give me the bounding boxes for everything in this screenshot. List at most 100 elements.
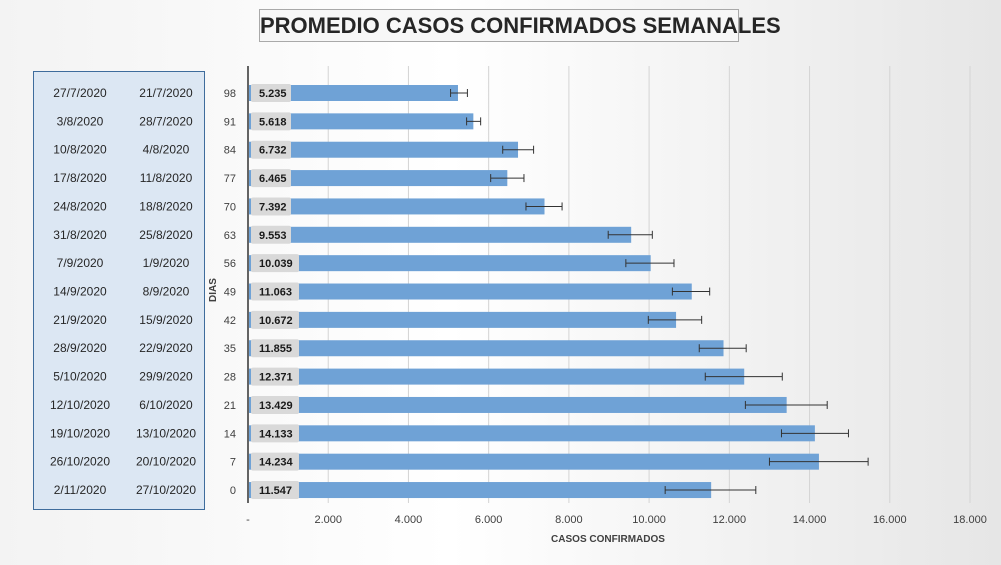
week-start-date: 1/9/2020 (143, 256, 190, 270)
week-start-date: 8/9/2020 (143, 285, 190, 299)
week-start-date: 21/7/2020 (139, 86, 193, 100)
week-start-date: 15/9/2020 (139, 313, 193, 327)
x-tick-label: 16.000 (873, 514, 907, 526)
y-tick-label: 56 (224, 258, 236, 270)
bar (249, 340, 724, 357)
y-tick-label: 0 (230, 485, 236, 497)
y-tick-label: 42 (224, 315, 236, 327)
data-label: 5.235 (259, 88, 287, 100)
y-tick-label: 49 (224, 287, 236, 299)
y-tick-label: 7 (230, 457, 236, 469)
week-start-date: 6/10/2020 (139, 398, 193, 412)
week-end-date: 2/11/2020 (54, 483, 107, 497)
y-tick-label: 77 (224, 173, 236, 185)
week-end-date: 14/9/2020 (53, 285, 107, 299)
week-start-date: 25/8/2020 (139, 228, 193, 242)
y-tick-label: 70 (224, 201, 236, 213)
data-label: 6.732 (259, 145, 287, 157)
data-label-box (251, 424, 299, 443)
week-end-date: 5/10/2020 (53, 370, 107, 384)
data-label: 12.371 (259, 372, 293, 384)
bar (249, 396, 787, 413)
data-label-box (251, 452, 299, 471)
week-start-date: 18/8/2020 (139, 199, 193, 213)
week-start-date: 28/7/2020 (139, 114, 193, 128)
data-label-box (251, 282, 299, 301)
data-label: 5.618 (259, 116, 287, 128)
bar (249, 255, 651, 272)
week-end-date: 27/7/2020 (53, 86, 107, 100)
x-tick-label: 4.000 (395, 514, 423, 526)
week-end-date: 7/9/2020 (57, 256, 104, 270)
bar (249, 311, 677, 328)
y-tick-label: 14 (224, 428, 236, 440)
data-label: 10.672 (259, 315, 293, 327)
y-tick-label: 35 (224, 343, 236, 355)
data-label-box (251, 197, 291, 216)
x-tick-label: 14.000 (793, 514, 827, 526)
data-label: 11.063 (259, 287, 292, 299)
x-tick-label: 2.000 (314, 514, 342, 526)
bar (249, 170, 508, 187)
week-start-date: 4/8/2020 (143, 143, 190, 157)
x-tick-label: 12.000 (713, 514, 747, 526)
chart-title: PROMEDIO CASOS CONFIRMADOS SEMANALES (259, 9, 781, 42)
data-label: 11.547 (259, 485, 292, 497)
bar (249, 85, 458, 101)
week-end-date: 12/10/2020 (50, 398, 110, 412)
x-tick-label: 8.000 (555, 514, 583, 526)
y-tick-label: 98 (224, 88, 236, 100)
x-tick-label: 18.000 (953, 514, 987, 526)
week-end-date: 10/8/2020 (53, 143, 107, 157)
data-label-box (251, 395, 299, 414)
data-label: 9.553 (259, 230, 287, 242)
week-start-date: 27/10/2020 (136, 483, 196, 497)
data-label: 10.039 (259, 258, 293, 270)
data-label-box (251, 112, 291, 131)
data-label-box (251, 225, 291, 244)
data-label-box (251, 481, 299, 500)
week-start-date: 22/9/2020 (139, 341, 193, 355)
bar (249, 368, 745, 385)
data-label: 14.133 (259, 428, 293, 440)
data-label-box (251, 367, 299, 386)
data-label-box (251, 169, 291, 188)
week-end-date: 3/8/2020 (57, 114, 104, 128)
y-tick-label: 63 (224, 230, 236, 242)
data-label-box (251, 254, 299, 273)
week-end-date: 26/10/2020 (50, 455, 110, 469)
week-start-date: 29/9/2020 (139, 370, 193, 384)
data-label-box (251, 339, 299, 358)
y-tick-label: 84 (224, 145, 236, 157)
week-end-date: 17/8/2020 (53, 171, 107, 185)
week-end-date: 28/9/2020 (53, 341, 107, 355)
data-label: 13.429 (259, 400, 293, 412)
y-axis-title: DIAS (208, 278, 219, 302)
y-tick-label: 28 (224, 372, 236, 384)
bar (249, 482, 712, 499)
bar (249, 141, 519, 158)
bar (249, 283, 692, 300)
bar (249, 425, 815, 442)
data-label-box (251, 310, 299, 329)
bar (249, 198, 545, 215)
week-end-date: 24/8/2020 (53, 199, 107, 213)
x-tick-label: 10.000 (632, 514, 666, 526)
data-label-box (251, 84, 291, 102)
data-label: 11.855 (259, 343, 292, 355)
data-label: 14.234 (259, 457, 294, 469)
week-start-date: 20/10/2020 (136, 455, 196, 469)
bar (249, 113, 474, 130)
x-tick-label: 6.000 (475, 514, 503, 526)
week-end-date: 31/8/2020 (53, 228, 107, 242)
bar (249, 226, 632, 243)
week-end-date: 19/10/2020 (50, 426, 110, 440)
x-axis-title: CASOS CONFIRMADOS (551, 534, 665, 545)
data-label-box (251, 140, 291, 159)
y-tick-label: 91 (224, 116, 236, 128)
data-label: 7.392 (259, 201, 287, 213)
week-start-date: 13/10/2020 (136, 426, 196, 440)
date-range-panel (33, 71, 205, 510)
week-start-date: 11/8/2020 (140, 171, 193, 185)
